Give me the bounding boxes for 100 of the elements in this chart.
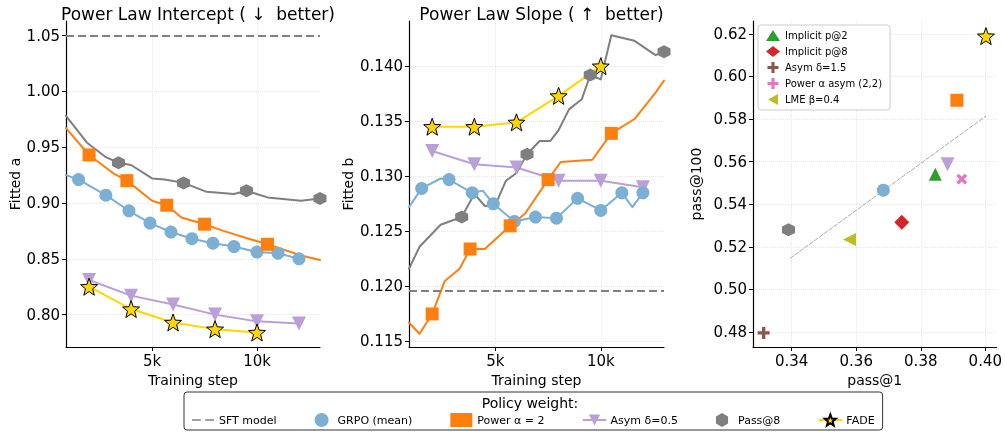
y-axis-title: Fitted b: [340, 157, 356, 211]
point: [950, 93, 964, 107]
point: [463, 242, 477, 256]
point: [164, 313, 183, 332]
point: [467, 157, 482, 172]
point: [876, 183, 890, 197]
point: [292, 316, 307, 331]
x-axis-title: pass@1: [847, 371, 903, 388]
point: [143, 216, 157, 230]
point: [206, 320, 225, 339]
y-axis-title: Fitted a: [7, 157, 23, 211]
point: [486, 197, 500, 211]
x-tick-label: 5k: [142, 351, 162, 370]
point: [124, 288, 139, 303]
y-tick-label: 0.62: [713, 24, 747, 43]
point: [240, 184, 254, 198]
point: [423, 117, 442, 136]
point: [313, 192, 327, 206]
point: [208, 307, 223, 322]
point: [82, 148, 96, 162]
point: [185, 232, 199, 246]
y-axis-title: pass@100: [688, 147, 704, 221]
point: [465, 117, 484, 136]
point: [593, 173, 608, 188]
y-tick-label: 0.115: [360, 332, 403, 351]
point: [528, 210, 542, 224]
legend-label: FADE: [846, 413, 875, 427]
point: [455, 210, 469, 224]
legend-title: Policy weight:: [481, 395, 579, 411]
x-tick-label: 10k: [586, 351, 615, 370]
point: [177, 176, 191, 190]
point: [615, 186, 629, 200]
point: [292, 252, 306, 266]
chart-title: Power Law Intercept ( ↓ better): [61, 3, 335, 24]
point: [507, 113, 526, 132]
line-series: [408, 79, 665, 335]
x-tick-label: 10k: [243, 351, 272, 370]
point: [757, 326, 770, 339]
legend-label: Pass@8: [738, 413, 781, 427]
point: [520, 147, 534, 161]
y-tick-label: 0.130: [360, 167, 403, 186]
point: [160, 198, 174, 212]
point: [976, 27, 995, 46]
legend-label: Asym δ=0.5: [610, 413, 678, 427]
point: [940, 157, 955, 172]
point: [425, 307, 439, 321]
point: [550, 211, 564, 225]
y-tick-label: 0.140: [360, 57, 403, 76]
point: [99, 188, 113, 202]
point: [198, 217, 212, 231]
point: [271, 246, 285, 260]
y-tick-label: 0.60: [713, 67, 747, 86]
point: [636, 186, 650, 200]
chart-title: Power Law Slope ( ↑ better): [419, 3, 664, 24]
point: [956, 173, 968, 185]
y-tick-label: 0.50: [713, 280, 747, 299]
point: [549, 86, 568, 105]
point: [111, 156, 125, 170]
point: [442, 173, 456, 187]
legend-label: SFT model: [219, 413, 277, 427]
point: [80, 277, 99, 296]
y-tick-label: 0.90: [26, 193, 60, 212]
point: [604, 126, 618, 140]
point: [122, 204, 136, 218]
y-tick-label: 0.48: [713, 323, 747, 342]
point: [425, 143, 440, 158]
legend-label: GRPO (mean): [337, 413, 413, 427]
point: [657, 45, 671, 59]
point: [250, 245, 264, 259]
point: [227, 240, 241, 254]
point: [583, 68, 597, 82]
y-tick-label: 0.54: [713, 195, 747, 214]
point: [415, 181, 429, 195]
x-axis-title: Training step: [490, 371, 582, 388]
x-tick-label: 0.38: [904, 351, 938, 370]
x-tick-label: 0.36: [839, 351, 873, 370]
x-axis-title: Training step: [147, 371, 239, 388]
point: [206, 236, 220, 250]
y-tick-label: 0.95: [26, 138, 60, 157]
point: [261, 237, 275, 251]
legend-label: Power α asym (2,2): [785, 78, 883, 89]
point: [248, 323, 267, 342]
point: [509, 160, 524, 175]
y-tick-label: 0.120: [360, 277, 403, 296]
legend-label: Implicit p@2: [785, 30, 848, 41]
point: [594, 203, 608, 217]
legend-label: LME β=0.4: [785, 94, 840, 105]
point: [72, 173, 86, 187]
point: [928, 167, 942, 181]
point: [503, 219, 517, 233]
point: [591, 57, 610, 76]
y-tick-label: 0.80: [26, 305, 60, 324]
point: [842, 232, 856, 246]
y-tick-label: 0.85: [26, 249, 60, 268]
x-tick-label: 0.34: [775, 351, 809, 370]
y-tick-label: 0.125: [360, 222, 403, 241]
y-tick-label: 0.56: [713, 152, 747, 171]
y-tick-label: 1.00: [26, 82, 60, 101]
point: [166, 297, 181, 312]
y-tick-label: 0.52: [713, 237, 747, 256]
